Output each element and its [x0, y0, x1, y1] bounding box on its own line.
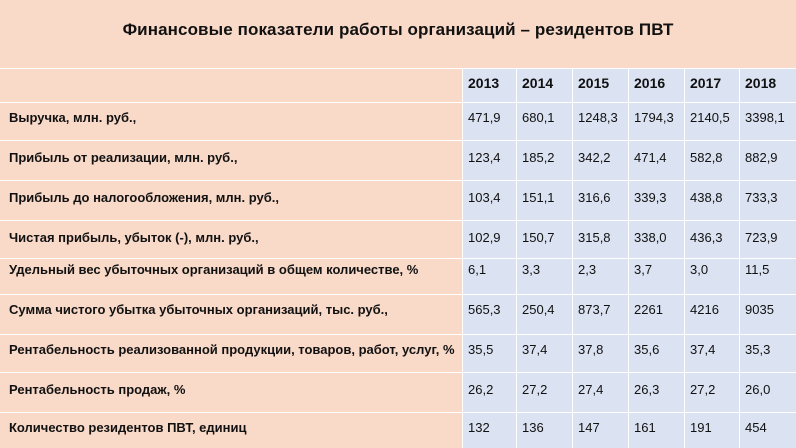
row-label: Сумма чистого убытка убыточных организац…: [9, 302, 388, 317]
table-cell: 565,3: [468, 302, 501, 317]
table-cell: 27,2: [522, 382, 548, 397]
table-cell: 3,7: [634, 262, 653, 277]
year-header: 2013: [468, 75, 500, 91]
table-cell: 723,9: [745, 230, 778, 245]
table-cell: 733,3: [745, 190, 778, 205]
table-cell: 471,4: [634, 150, 667, 165]
year-header: 2017: [690, 75, 722, 91]
table-cell: 27,2: [690, 382, 716, 397]
table-title: Финансовые показатели работы организаций…: [122, 20, 674, 39]
table-cell: 680,1: [522, 110, 555, 125]
row-divider: [0, 180, 796, 181]
table-cell: 882,9: [745, 150, 778, 165]
table-cell: 9035: [745, 302, 774, 317]
table-cell: 161: [634, 420, 656, 435]
table-cell: 37,8: [578, 342, 604, 357]
table-cell: 316,6: [578, 190, 611, 205]
row-label: Чистая прибыль, убыток (-), млн. руб.,: [9, 230, 259, 245]
table-cell: 2,3: [578, 262, 597, 277]
table-cell: 339,3: [634, 190, 667, 205]
table-cell: 26,0: [745, 382, 771, 397]
table-cell: 37,4: [522, 342, 548, 357]
table-cell: 2140,5: [690, 110, 730, 125]
row-divider: [0, 372, 796, 373]
table-cell: 582,8: [690, 150, 723, 165]
table-cell: 150,7: [522, 230, 555, 245]
year-header: 2016: [634, 75, 666, 91]
table-cell: 6,1: [468, 262, 487, 277]
table-cell: 3,3: [522, 262, 541, 277]
table-cell: 438,8: [690, 190, 723, 205]
row-divider: [0, 102, 796, 103]
row-divider: [0, 412, 796, 413]
table-cell: 132: [468, 420, 490, 435]
table-cell: 26,2: [468, 382, 494, 397]
row-divider: [0, 334, 796, 335]
table-cell: 103,4: [468, 190, 501, 205]
row-divider: [0, 220, 796, 221]
table-cell: 338,0: [634, 230, 667, 245]
table-cell: 250,4: [522, 302, 555, 317]
row-label: Рентабельность продаж, %: [9, 382, 186, 397]
row-divider: [0, 68, 796, 69]
table-cell: 35,5: [468, 342, 494, 357]
row-divider: [0, 140, 796, 141]
table-cell: 3,0: [690, 262, 709, 277]
table-cell: 136: [522, 420, 544, 435]
row-label: Количество резидентов ПВТ, единиц: [9, 420, 247, 435]
table-cell: 1794,3: [634, 110, 674, 125]
table-cell: 35,3: [745, 342, 771, 357]
row-divider: [0, 294, 796, 295]
table-cell: 185,2: [522, 150, 555, 165]
table-cell: 11,5: [745, 262, 770, 277]
table-cell: 35,6: [634, 342, 660, 357]
year-header: 2014: [522, 75, 554, 91]
year-header: 2018: [745, 75, 777, 91]
table-cell: 436,3: [690, 230, 723, 245]
table-cell: 123,4: [468, 150, 501, 165]
table-cell: 454: [745, 420, 767, 435]
row-label: Рентабельность реализованной продукции, …: [9, 342, 455, 357]
row-label: Прибыль от реализации, млн. руб.,: [9, 150, 238, 165]
table-cell: 342,2: [578, 150, 611, 165]
title-bar: [0, 0, 796, 68]
table-cell: 37,4: [690, 342, 716, 357]
table-cell: 147: [578, 420, 600, 435]
table-cell: 191: [690, 420, 712, 435]
table-cell: 3398,1: [745, 110, 785, 125]
year-header: 2015: [578, 75, 610, 91]
row-divider: [0, 258, 796, 259]
table-cell: 1248,3: [578, 110, 618, 125]
row-label: Выручка, млн. руб.,: [9, 110, 137, 125]
table-cell: 315,8: [578, 230, 611, 245]
table-cell: 26,3: [634, 382, 660, 397]
table-cell: 27,4: [578, 382, 604, 397]
row-label: Удельный вес убыточных организаций в общ…: [9, 262, 419, 277]
table-cell: 151,1: [522, 190, 555, 205]
table-cell: 2261: [634, 302, 663, 317]
table-cell: 471,9: [468, 110, 501, 125]
row-label: Прибыль до налогообложения, млн. руб.,: [9, 190, 280, 205]
table-cell: 4216: [690, 302, 719, 317]
table-cell: 102,9: [468, 230, 501, 245]
table-cell: 873,7: [578, 302, 611, 317]
